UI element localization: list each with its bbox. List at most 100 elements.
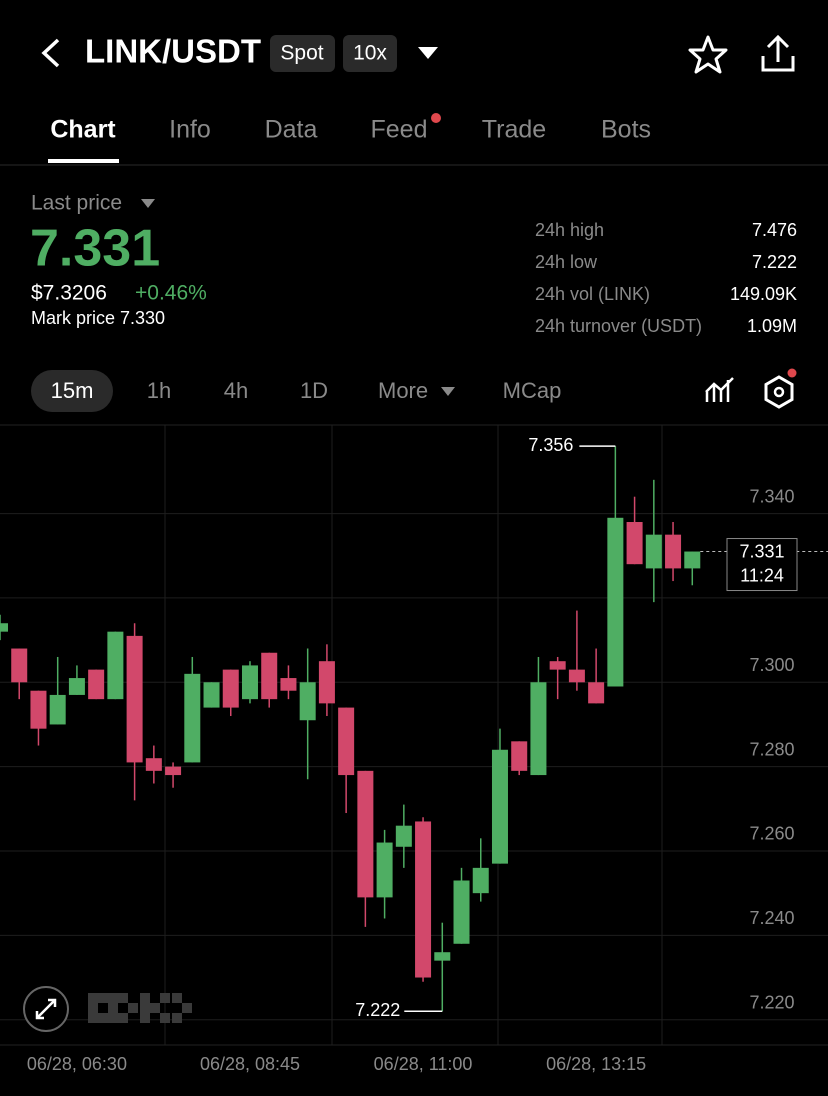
notification-dot: [787, 368, 797, 378]
candle-body: [511, 741, 528, 771]
interval[interactable]: 1D: [300, 378, 328, 403]
candle-body: [184, 673, 201, 763]
candle-body: [645, 534, 662, 569]
candle-body: [88, 669, 105, 700]
candle-body: [588, 682, 605, 704]
interval[interactable]: 15m: [51, 378, 94, 403]
candle-body: [453, 880, 470, 944]
favorite-icon[interactable]: [688, 35, 728, 74]
last-price: 7.331: [30, 220, 160, 278]
tab[interactable]: Data: [265, 116, 318, 144]
badge: Spot: [280, 42, 323, 65]
x-tick-label: 06/28, 13:15: [546, 1054, 646, 1074]
candle-body: [357, 770, 374, 898]
y-tick-label: 7.300: [749, 655, 794, 675]
stat-value: 1.09M: [747, 316, 797, 336]
x-tick-label: 06/28, 11:00: [374, 1054, 473, 1074]
candle-body: [299, 682, 316, 721]
candle-body: [318, 661, 335, 704]
candle-body: [11, 648, 28, 683]
candle-body: [665, 534, 682, 569]
price-tag-box: [726, 538, 798, 592]
high-label: 7.356: [528, 435, 573, 455]
y-tick-label: 7.260: [749, 824, 794, 844]
candle-body: [626, 522, 643, 565]
y-tick-label: 7.220: [749, 992, 794, 1012]
dropdown-icon[interactable]: [441, 387, 455, 396]
candle-body: [145, 758, 162, 771]
stat-label: 24h vol (LINK): [535, 284, 650, 304]
tab[interactable]: Feed: [371, 116, 428, 144]
x-tick-label: 06/28, 08:45: [200, 1054, 300, 1074]
candle-body: [338, 707, 355, 776]
badge: 10x: [353, 42, 387, 65]
y-tick-label: 7.240: [749, 908, 794, 928]
candle-body: [261, 652, 278, 700]
expand-icon: [35, 998, 57, 1020]
usd-price: $7.3206: [31, 282, 107, 305]
candle-body: [491, 749, 508, 864]
tab-indicator: [48, 159, 119, 163]
mark-price: Mark price 7.330: [31, 308, 165, 328]
candle-body: [107, 631, 124, 700]
tab[interactable]: Bots: [601, 116, 651, 144]
stat-value: 7.222: [752, 252, 797, 272]
candle-body: [472, 867, 489, 894]
interval[interactable]: 4h: [224, 378, 248, 403]
interval[interactable]: More: [378, 378, 428, 403]
stat-label: 24h turnover (USDT): [535, 316, 702, 336]
dropdown-icon[interactable]: [418, 47, 438, 59]
candle-body: [280, 678, 297, 691]
y-tick-label: 7.340: [749, 486, 794, 506]
candle-body: [203, 682, 220, 708]
candle-body: [434, 952, 451, 961]
low-label: 7.222: [355, 1000, 400, 1020]
pair-title: LINK/USDT: [85, 33, 261, 70]
candles: [0, 446, 701, 1012]
tab[interactable]: Info: [169, 116, 211, 144]
watermark-hole: [98, 1003, 108, 1013]
tab[interactable]: Chart: [50, 116, 116, 144]
y-tick-label: 7.280: [749, 739, 794, 759]
countdown: 11:24: [740, 565, 784, 585]
price-change: +0.46%: [135, 282, 207, 305]
candle-body: [395, 825, 412, 847]
interval[interactable]: 1h: [147, 378, 171, 403]
candle-body: [530, 682, 547, 776]
candle-body: [126, 635, 143, 763]
indicator-icon[interactable]: [705, 377, 734, 402]
candle-body: [49, 694, 66, 725]
notification-dot: [431, 113, 441, 123]
candle-body: [165, 766, 182, 776]
candle-body: [30, 690, 47, 729]
badge-bg: [343, 35, 397, 72]
candle-body: [607, 517, 624, 687]
candle-body: [68, 678, 85, 695]
settings-icon[interactable]: [764, 375, 794, 409]
overlay: 7.356 7.222 7.331 11:24: [355, 435, 828, 1020]
stat-value: 7.476: [752, 220, 797, 240]
candle-body: [684, 551, 701, 569]
stat-value: 149.09K: [730, 284, 797, 304]
candle-body: [222, 669, 239, 708]
price-tag: 7.331: [739, 541, 784, 561]
stat-label: 24h low: [535, 252, 598, 272]
candle-body: [415, 821, 432, 978]
interval-pill: [31, 370, 113, 412]
x-tick-label: 06/28, 06:30: [27, 1054, 127, 1074]
settings-icon-center: [773, 386, 785, 398]
candle-body: [568, 669, 585, 683]
back-button[interactable]: [41, 38, 60, 68]
stat-label: 24h high: [535, 220, 604, 240]
watermark-logo: [88, 993, 192, 1023]
price-label[interactable]: Last price: [31, 192, 122, 215]
interval[interactable]: MCap: [503, 378, 562, 403]
tab[interactable]: Trade: [482, 116, 546, 144]
dropdown-icon[interactable]: [141, 199, 155, 208]
candle-body: [376, 842, 393, 898]
candle-body: [0, 623, 8, 632]
share-icon[interactable]: [761, 34, 795, 72]
candle-body: [549, 661, 566, 670]
